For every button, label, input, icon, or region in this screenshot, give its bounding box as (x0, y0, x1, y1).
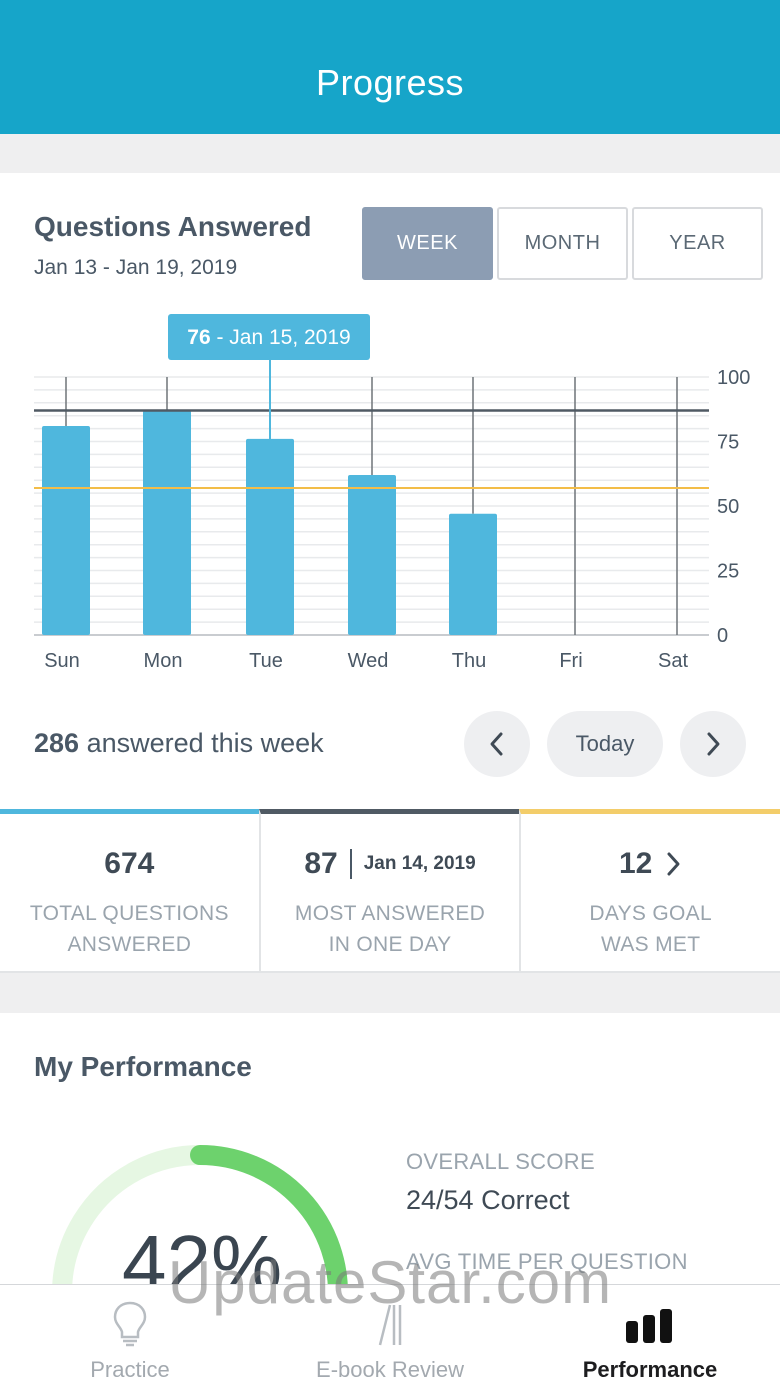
most-answered-stat: 87 Jan 14, 2019 MOST ANSWERED IN ONE DAY (258, 809, 520, 971)
tab-practice[interactable]: Practice (0, 1285, 260, 1387)
tooltip-box (168, 314, 370, 360)
date-range: Jan 13 - Jan 19, 2019 (34, 256, 238, 279)
days-goal-value: 12 (618, 847, 653, 880)
avg-time-label: AVG TIME PER QUESTION (406, 1249, 688, 1274)
lightbulb-icon (113, 1301, 147, 1347)
chevron-right-icon (667, 852, 680, 876)
most-answered-label-2: IN ONE DAY (328, 933, 452, 956)
overall-score-value: 24/54 Correct (406, 1185, 570, 1215)
x-tick-label: Mon (144, 650, 183, 672)
x-tick-label: Wed (348, 650, 389, 672)
tab-performance[interactable]: Performance (520, 1285, 780, 1387)
bar-chart-icon (626, 1309, 672, 1343)
bar-tue (246, 438, 294, 635)
gauge-fill (190, 1145, 348, 1293)
tooltip-date: - Jan 15, 2019 (211, 326, 351, 349)
period-year-button[interactable]: YEAR (632, 207, 763, 280)
performance-title: My Performance (34, 1051, 252, 1082)
bar-mon (143, 410, 191, 635)
stats-row: 674 TOTAL QUESTIONS ANSWERED 87 Jan 14, 20… (0, 809, 780, 973)
overall-score-label: OVERALL SCORE (406, 1149, 595, 1174)
period-month-button[interactable]: MONTH (497, 207, 628, 280)
today-button[interactable]: Today (547, 711, 663, 777)
tooltip-text: 76 - Jan 15, 2019 (187, 326, 350, 349)
days-goal-label-1: DAYS GOAL (589, 902, 712, 925)
period-week-button[interactable]: WEEK (362, 207, 493, 280)
y-tick-label: 100 (717, 367, 750, 389)
stat-divider (349, 849, 352, 879)
total-questions-value: 674 (104, 847, 155, 880)
days-goal-label-2: WAS MET (601, 933, 701, 956)
most-answered-label-1: MOST ANSWERED (294, 902, 486, 925)
book-icon (378, 1304, 402, 1346)
gauge-track (52, 1145, 210, 1293)
chevron-right-icon (707, 732, 720, 756)
tab-ebook-review-label: E-book Review (316, 1357, 464, 1382)
page-title: Progress (315, 62, 465, 103)
weekly-summary: 286 answered this week (34, 728, 324, 759)
questions-bar-chart: Sun Mon Tue Wed Thu Fri Sat 0 25 50 75 100 76 - Jan … (34, 314, 750, 672)
bar-thu (449, 513, 497, 635)
x-tick-label: Sun (44, 650, 80, 672)
total-questions-label-1: TOTAL QUESTIONS (29, 902, 229, 925)
y-tick-label: 0 (717, 625, 728, 647)
tooltip-value: 76 (187, 326, 210, 349)
x-tick-label: Sat (658, 650, 688, 672)
most-answered-value: 87 (304, 847, 338, 880)
questions-answered-title: Questions Answered (34, 211, 312, 242)
score-gauge (52, 1145, 348, 1293)
tab-performance-label: Performance (582, 1357, 718, 1382)
weekly-summary-text: answered this week (79, 728, 324, 758)
days-goal-stat[interactable]: 12 DAYS GOAL WAS MET (519, 809, 780, 971)
header-bar: Progress (0, 0, 780, 134)
most-answered-date: Jan 14, 2019 (363, 853, 476, 874)
total-questions-label-2: ANSWERED (67, 933, 192, 956)
score-percent: 42% (122, 1219, 283, 1293)
bar-sun (42, 426, 90, 635)
performance-card: My Performance 42% OVERALL SCORE 24/54 C… (0, 1013, 780, 1293)
weekly-count: 286 (34, 728, 80, 758)
x-tick-label: Thu (452, 650, 486, 672)
y-tick-label: 25 (717, 561, 739, 583)
x-tick-label: Fri (559, 650, 582, 672)
bar-wed (348, 475, 396, 635)
previous-week-button[interactable] (464, 711, 530, 777)
tab-bar: Practice E-book Review Performance (0, 1284, 780, 1387)
total-questions-stat: 674 TOTAL QUESTIONS ANSWERED (0, 809, 259, 971)
y-tick-label: 50 (717, 496, 739, 518)
next-week-button[interactable] (680, 711, 746, 777)
chevron-left-icon (490, 732, 503, 756)
x-tick-label: Tue (249, 650, 283, 672)
watermark: UpdateStar.com (167, 1249, 613, 1316)
y-tick-label: 75 (717, 432, 739, 454)
tab-practice-label: Practice (90, 1357, 170, 1382)
tab-ebook-review[interactable]: E-book Review (260, 1285, 520, 1387)
